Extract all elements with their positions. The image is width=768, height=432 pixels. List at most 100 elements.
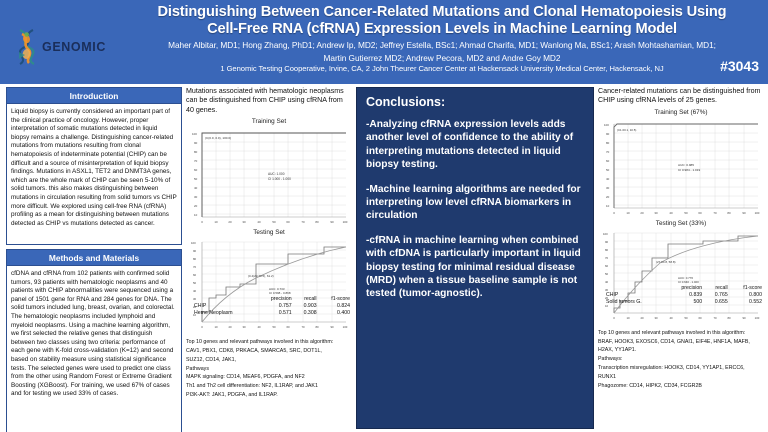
pathways-label: Pathways — [186, 365, 209, 372]
svg-text:40: 40 — [193, 289, 197, 293]
table-row: CHIP 0.839 0.765 0.800 — [598, 292, 764, 299]
svg-text:100: 100 — [343, 325, 348, 329]
svg-text:90: 90 — [330, 325, 334, 329]
table-row: Heme Neoplasm 0.571 0.308 0.400 — [186, 309, 352, 316]
svg-text:80: 80 — [315, 220, 319, 224]
svg-text:100: 100 — [603, 232, 608, 236]
svg-text:10: 10 — [194, 213, 198, 217]
col-header-blank — [598, 285, 667, 292]
svg-text:0: 0 — [201, 220, 203, 224]
svg-text:AUC: 0.776: AUC: 0.776 — [678, 276, 693, 280]
column-two-genes: Top 10 genes and relevant pathways invol… — [186, 339, 352, 399]
svg-text:60: 60 — [698, 316, 702, 320]
svg-text:30: 30 — [242, 325, 246, 329]
chart-title-c2-training: Training Set — [251, 118, 287, 126]
roc-chart-c2-training: (C(0.0, 0.0), 100.0) AUC: 1.000 CI 1.000… — [186, 125, 352, 229]
svg-text:0: 0 — [201, 325, 203, 329]
cell-f1: 0.552 — [749, 299, 762, 306]
svg-text:60: 60 — [286, 220, 290, 224]
svg-text:30: 30 — [242, 220, 246, 224]
svg-text:80: 80 — [605, 248, 609, 252]
svg-text:CI 0.984 - 1.019: CI 0.984 - 1.019 — [678, 168, 700, 172]
column-three: Conclusions: -Analyzing cfRNA expression… — [356, 87, 594, 429]
col-header-f1: f1-score — [743, 285, 762, 292]
col-header-blank — [186, 295, 257, 302]
svg-text:90: 90 — [193, 249, 197, 253]
table-row: CHIP 0.757 0.903 0.824 — [186, 302, 352, 309]
svg-text:50: 50 — [272, 220, 276, 224]
cell-recall: 0.765 — [714, 292, 728, 299]
svg-text:70: 70 — [194, 159, 198, 163]
svg-text:90: 90 — [194, 141, 198, 145]
genes-line-1: BRAF, HOOK3, EXOSC6, CD14, GNAI1, EIF4E,… — [598, 338, 750, 345]
svg-text:100: 100 — [192, 132, 197, 136]
svg-text:100: 100 — [191, 241, 196, 245]
metrics-table-c4: precision recall f1-score CHIP 0.839 0.7… — [598, 285, 764, 306]
svg-text:80: 80 — [193, 257, 197, 261]
svg-text:90: 90 — [606, 132, 610, 136]
svg-text:20: 20 — [228, 220, 232, 224]
svg-text:40: 40 — [257, 220, 261, 224]
svg-text:90: 90 — [742, 211, 746, 215]
header-text-block: Distinguishing Between Cancer-Related Mu… — [120, 0, 768, 74]
svg-text:40: 40 — [606, 177, 610, 181]
svg-text:80: 80 — [315, 325, 319, 329]
svg-text:10: 10 — [606, 204, 610, 208]
svg-text:90: 90 — [330, 220, 334, 224]
svg-text:100: 100 — [604, 123, 609, 127]
genes-header: Top 10 genes and relevant pathways invol… — [186, 339, 334, 346]
roc-chart-c2-testing: (0.4(23.70.5), 61.2) AUC: 0.733 CI 0.598… — [186, 236, 352, 337]
cell-precision: 0.839 — [689, 292, 703, 299]
svg-text:(C1.00.1, 10.5): (C1.00.1, 10.5) — [617, 128, 636, 132]
svg-text:10: 10 — [626, 211, 630, 215]
svg-text:10: 10 — [214, 325, 218, 329]
svg-text:40: 40 — [194, 186, 198, 190]
cell-f1: 0.824 — [337, 302, 350, 309]
svg-text:(27.64 8, 58.8): (27.64 8, 58.8) — [656, 260, 676, 264]
cell-f1: 0.800 — [749, 292, 762, 299]
conclusion-point-2: -Machine learning algorithms are needed … — [366, 183, 581, 222]
abstract-number: #3043 — [720, 58, 759, 74]
svg-text:70: 70 — [605, 256, 609, 260]
svg-text:CI 0.598 - 0.868: CI 0.598 - 0.868 — [269, 291, 291, 295]
svg-text:50: 50 — [272, 325, 276, 329]
svg-text:AUC: 1.000: AUC: 1.000 — [268, 172, 285, 176]
col-header-precision: precision — [270, 295, 292, 302]
svg-text:50: 50 — [194, 177, 198, 181]
poster-header: GENOMIC Distinguishing Between Cancer-Re… — [0, 0, 768, 84]
svg-text:50: 50 — [684, 316, 688, 320]
svg-text:40: 40 — [669, 211, 673, 215]
svg-text:20: 20 — [640, 211, 644, 215]
column-two: Mutations associated with hematologic ne… — [186, 87, 352, 401]
authors-line1: Maher Albitar, MD1; Hong Zhang, PhD1; An… — [168, 40, 716, 50]
svg-text:(0.4(23.70.5), 61.2): (0.4(23.70.5), 61.2) — [248, 274, 274, 278]
svg-text:70: 70 — [713, 211, 717, 215]
authors-line2: Martin Gutierrez MD2; Andrew Pecora, MD2… — [323, 53, 561, 63]
column-one: Introduction Liquid biopsy is currently … — [6, 87, 182, 432]
svg-text:60: 60 — [605, 264, 609, 268]
pathway-phagozome: Phagozome: CD14, HIPK2, CD34, FCGR2B — [598, 382, 702, 389]
svg-text:30: 30 — [606, 186, 610, 190]
svg-text:30: 30 — [194, 195, 198, 199]
table-header-row: precision recall f1-score — [598, 285, 764, 292]
metrics-table-c2: precision recall f1-score CHIP 0.757 0.9… — [186, 295, 352, 316]
svg-text:70: 70 — [713, 316, 717, 320]
genes-line-2: SUZ12, CD14, JAK1, — [186, 356, 237, 363]
genes-header: Top 10 genes and relevant pathways invol… — [598, 329, 746, 336]
svg-text:80: 80 — [727, 211, 731, 215]
svg-text:100: 100 — [343, 220, 348, 224]
svg-text:90: 90 — [605, 240, 609, 244]
introduction-body: Liquid biopsy is currently considered an… — [6, 104, 182, 245]
cell-recall: 0.655 — [714, 299, 728, 306]
svg-text:30: 30 — [654, 211, 658, 215]
svg-text:CI 1.000 - 1.000: CI 1.000 - 1.000 — [268, 177, 291, 181]
svg-text:40: 40 — [257, 325, 261, 329]
svg-text:(C(0.0, 0.0), 100.0): (C(0.0, 0.0), 100.0) — [205, 136, 231, 140]
svg-text:40: 40 — [669, 316, 673, 320]
svg-text:0: 0 — [613, 316, 615, 320]
pathway-transcription-cont: RUNX1 — [598, 373, 616, 380]
pathway-mapk: MAPK signaling: CD14, MEAF6, PDGFA, and … — [186, 374, 305, 381]
svg-text:100: 100 — [755, 211, 760, 215]
svg-text:70: 70 — [193, 265, 197, 269]
